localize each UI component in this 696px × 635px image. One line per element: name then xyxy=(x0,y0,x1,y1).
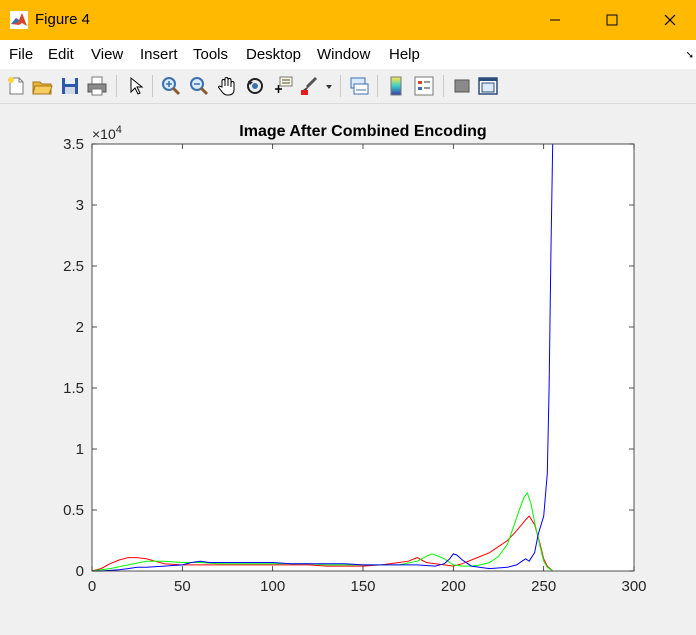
y-tick-label: 2.5 xyxy=(63,258,84,275)
menu-bar: File Edit View Insert Tools Desktop Wind… xyxy=(0,40,696,69)
series-line-2 xyxy=(92,143,554,572)
dock-arrow-icon[interactable]: ➘ xyxy=(685,50,694,61)
y-exponent-label: ×104 xyxy=(92,124,122,142)
figure-canvas: 0 50 100 150 200 250 300 0 0.5 1 1.5 2 2.5 3 3.5 Image… xyxy=(0,104,696,630)
menu-help[interactable]: Help xyxy=(389,46,420,63)
menu-tools[interactable]: Tools xyxy=(193,46,229,63)
y-tick-label: 1 xyxy=(76,441,84,458)
toolbar-separator xyxy=(340,75,341,97)
legend-icon[interactable] xyxy=(413,75,435,97)
data-cursor-icon[interactable] xyxy=(272,75,294,97)
brush-dropdown-icon[interactable] xyxy=(324,75,334,97)
toolbar-separator xyxy=(152,75,153,97)
plot-area xyxy=(92,144,634,571)
minimize-icon xyxy=(550,19,560,21)
rotate-3d-icon[interactable] xyxy=(244,75,266,97)
menu-file[interactable]: File xyxy=(9,46,34,63)
pan-hand-icon[interactable] xyxy=(216,75,238,97)
x-tick-label: 250 xyxy=(531,578,556,595)
figure-toolbar xyxy=(0,69,696,104)
hide-plot-tools-icon[interactable] xyxy=(451,75,473,97)
toolbar-separator xyxy=(116,75,117,97)
series-layer xyxy=(91,143,554,572)
print-icon[interactable] xyxy=(86,75,108,97)
histogram-chart[interactable]: 0 50 100 150 200 250 300 0 0.5 1 1.5 2 2.5 3 3.5 Image… xyxy=(0,104,696,630)
maximize-icon xyxy=(606,14,618,26)
open-file-icon[interactable] xyxy=(31,75,53,97)
y-tick-label: 3.5 xyxy=(63,136,84,153)
zoom-in-icon[interactable] xyxy=(160,75,182,97)
matlab-logo-icon xyxy=(10,11,28,29)
minimize-button[interactable] xyxy=(532,0,578,40)
maximize-button[interactable] xyxy=(589,0,635,40)
close-icon xyxy=(664,14,676,26)
x-tick-label: 0 xyxy=(88,578,96,595)
x-tick-label: 150 xyxy=(350,578,375,595)
close-button[interactable] xyxy=(647,0,693,40)
menu-desktop[interactable]: Desktop xyxy=(246,46,302,63)
window-title: Figure 4 xyxy=(35,11,91,28)
y-tick-label: 0.5 xyxy=(63,502,84,519)
x-tick-label: 200 xyxy=(441,578,466,595)
y-tick-label: 0 xyxy=(76,563,84,580)
show-plot-tools-icon[interactable] xyxy=(477,75,499,97)
x-tick-label: 50 xyxy=(174,578,191,595)
link-plot-icon[interactable] xyxy=(348,75,370,97)
menu-window[interactable]: Window xyxy=(317,46,371,63)
brush-icon[interactable] xyxy=(298,75,320,97)
toolbar-separator xyxy=(377,75,378,97)
menu-insert[interactable]: Insert xyxy=(140,46,178,63)
chart-title: Image After Combined Encoding xyxy=(239,123,486,140)
save-icon[interactable] xyxy=(59,75,81,97)
ticks-layer: 0 50 100 150 200 250 300 0 0.5 1 1.5 2 2.5 3 3.5 xyxy=(63,136,646,595)
colorbar-icon[interactable] xyxy=(385,75,407,97)
new-figure-icon[interactable] xyxy=(5,75,27,97)
menu-edit[interactable]: Edit xyxy=(48,46,74,63)
menu-view[interactable]: View xyxy=(91,46,124,63)
toolbar-separator xyxy=(443,75,444,97)
zoom-out-icon[interactable] xyxy=(188,75,210,97)
x-tick-label: 300 xyxy=(621,578,646,595)
x-tick-label: 100 xyxy=(260,578,285,595)
y-tick-label: 3 xyxy=(76,197,84,214)
title-bar: Figure 4 xyxy=(0,0,696,40)
y-tick-label: 2 xyxy=(76,319,84,336)
pointer-icon[interactable] xyxy=(124,75,146,97)
y-tick-label: 1.5 xyxy=(63,380,84,397)
